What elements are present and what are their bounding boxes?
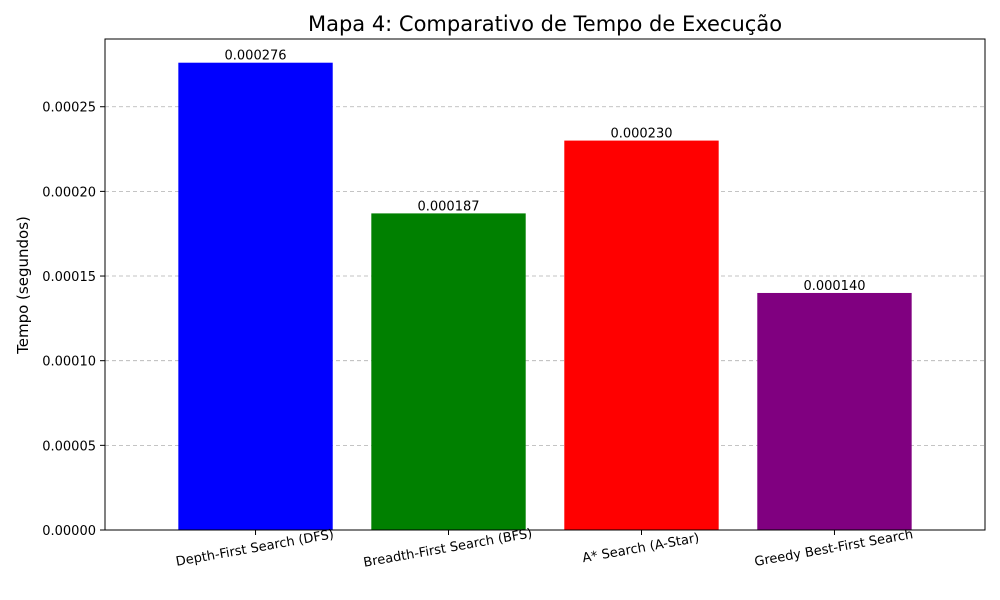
x-tick-label: Breadth-First Search (BFS) [362, 526, 533, 570]
y-tick-label: 0.00025 [42, 101, 96, 116]
y-tick-label: 0.00000 [42, 524, 96, 539]
x-tick-label: Depth-First Search (DFS) [175, 527, 335, 570]
data-label: 0.000230 [610, 127, 672, 142]
y-axis-label: Tempo (segundos) [14, 216, 32, 355]
x-axis-ticks: Depth-First Search (DFS) Breadth-First Se… [175, 526, 915, 570]
bars [178, 62, 912, 530]
bar [371, 213, 526, 530]
bar [564, 140, 719, 530]
chart-title: Mapa 4: Comparativo de Tempo de Execução [308, 12, 782, 36]
y-tick-label: 0.00020 [42, 185, 96, 200]
y-axis-ticks: 0.00000 0.00005 0.00010 0.00015 0.00020 0.000… [42, 101, 105, 539]
bar [178, 62, 333, 530]
bar [757, 292, 912, 530]
x-tick-label: A* Search (A-Star) [581, 531, 700, 566]
y-tick-label: 0.00015 [42, 270, 96, 285]
data-label: 0.000187 [417, 199, 479, 214]
data-label: 0.000276 [225, 49, 287, 64]
y-tick-label: 0.00010 [42, 355, 96, 370]
y-tick-label: 0.00005 [42, 439, 96, 454]
plot-area-frame [104, 38, 986, 531]
data-label: 0.000140 [803, 279, 865, 294]
data-labels: 0.000276 0.000187 0.000230 0.000140 [225, 49, 866, 294]
x-tick-label: Greedy Best-First Search [753, 527, 914, 570]
